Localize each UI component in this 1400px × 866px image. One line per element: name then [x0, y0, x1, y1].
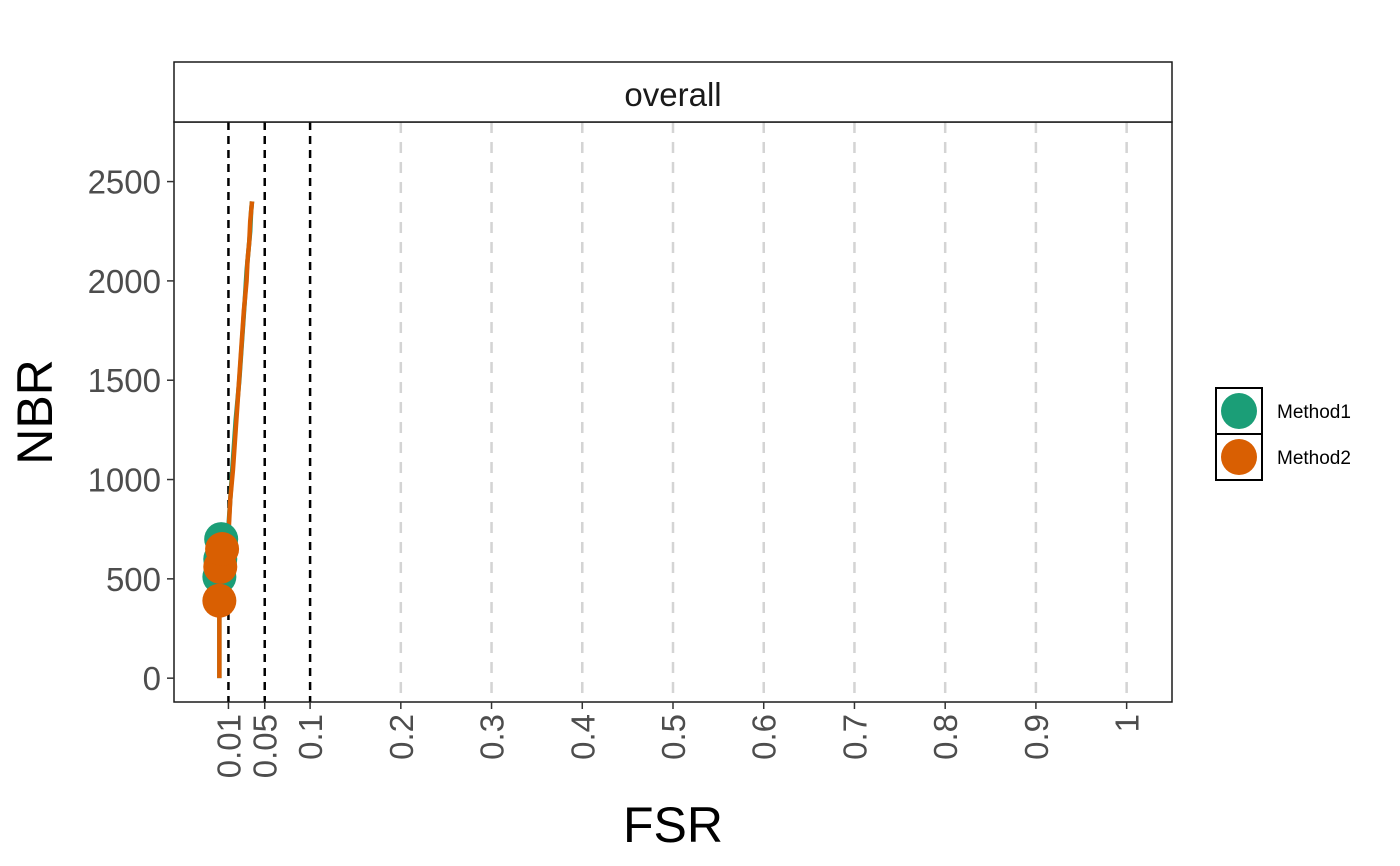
y-axis-title: NBR: [7, 359, 63, 465]
legend: Method1 Method2: [1215, 387, 1351, 481]
legend-label-2: Method2: [1277, 448, 1351, 469]
series-2-point-3: [205, 532, 240, 567]
legend-label-1: Method1: [1277, 402, 1351, 423]
panel-frame: overall: [173, 61, 1173, 703]
series-layer: [202, 201, 255, 679]
x-tick-label-4: 0.3: [474, 714, 511, 760]
y-tick-label-0: 0: [143, 660, 161, 697]
legend-key-2: [1221, 439, 1257, 475]
y-tick-label-2: 1000: [88, 462, 161, 499]
facet-strip-label: overall: [624, 76, 721, 113]
series-2-point-1: [202, 583, 237, 618]
facet-strip: [173, 61, 1173, 123]
x-tick-label-9: 0.8: [927, 714, 964, 760]
y-tick-label-1: 500: [106, 561, 161, 598]
x-tick-label-5: 0.4: [564, 714, 601, 760]
x-tick-label-10: 0.9: [1018, 714, 1055, 760]
x-axis-title: FSR: [623, 797, 723, 853]
x-tick-label-2: 0.1: [292, 714, 329, 760]
y-tick-label-4: 2000: [88, 263, 161, 300]
x-tick-label-11: 1: [1109, 714, 1146, 732]
y-tick-label-3: 1500: [88, 362, 161, 399]
x-tick-label-8: 0.7: [836, 714, 873, 760]
x-tick-label-0: 0.01: [210, 714, 247, 778]
x-tick-label-3: 0.2: [383, 714, 420, 760]
threshold-lines: [227, 122, 312, 702]
x-axis: 0.01 0.05 0.1 0.2 0.3 0.4 0.5 0.6 0.7 0.8 0.9 1: [210, 702, 1146, 778]
y-tick-label-5: 2500: [88, 164, 161, 201]
x-tick-label-1: 0.05: [247, 714, 284, 778]
x-tick-label-6: 0.5: [655, 714, 692, 760]
grid-layer: [399, 122, 1128, 702]
legend-key-1: [1221, 393, 1257, 429]
y-axis: 0 500 1000 1500 2000 2500: [88, 164, 174, 697]
x-tick-label-7: 0.6: [746, 714, 783, 760]
